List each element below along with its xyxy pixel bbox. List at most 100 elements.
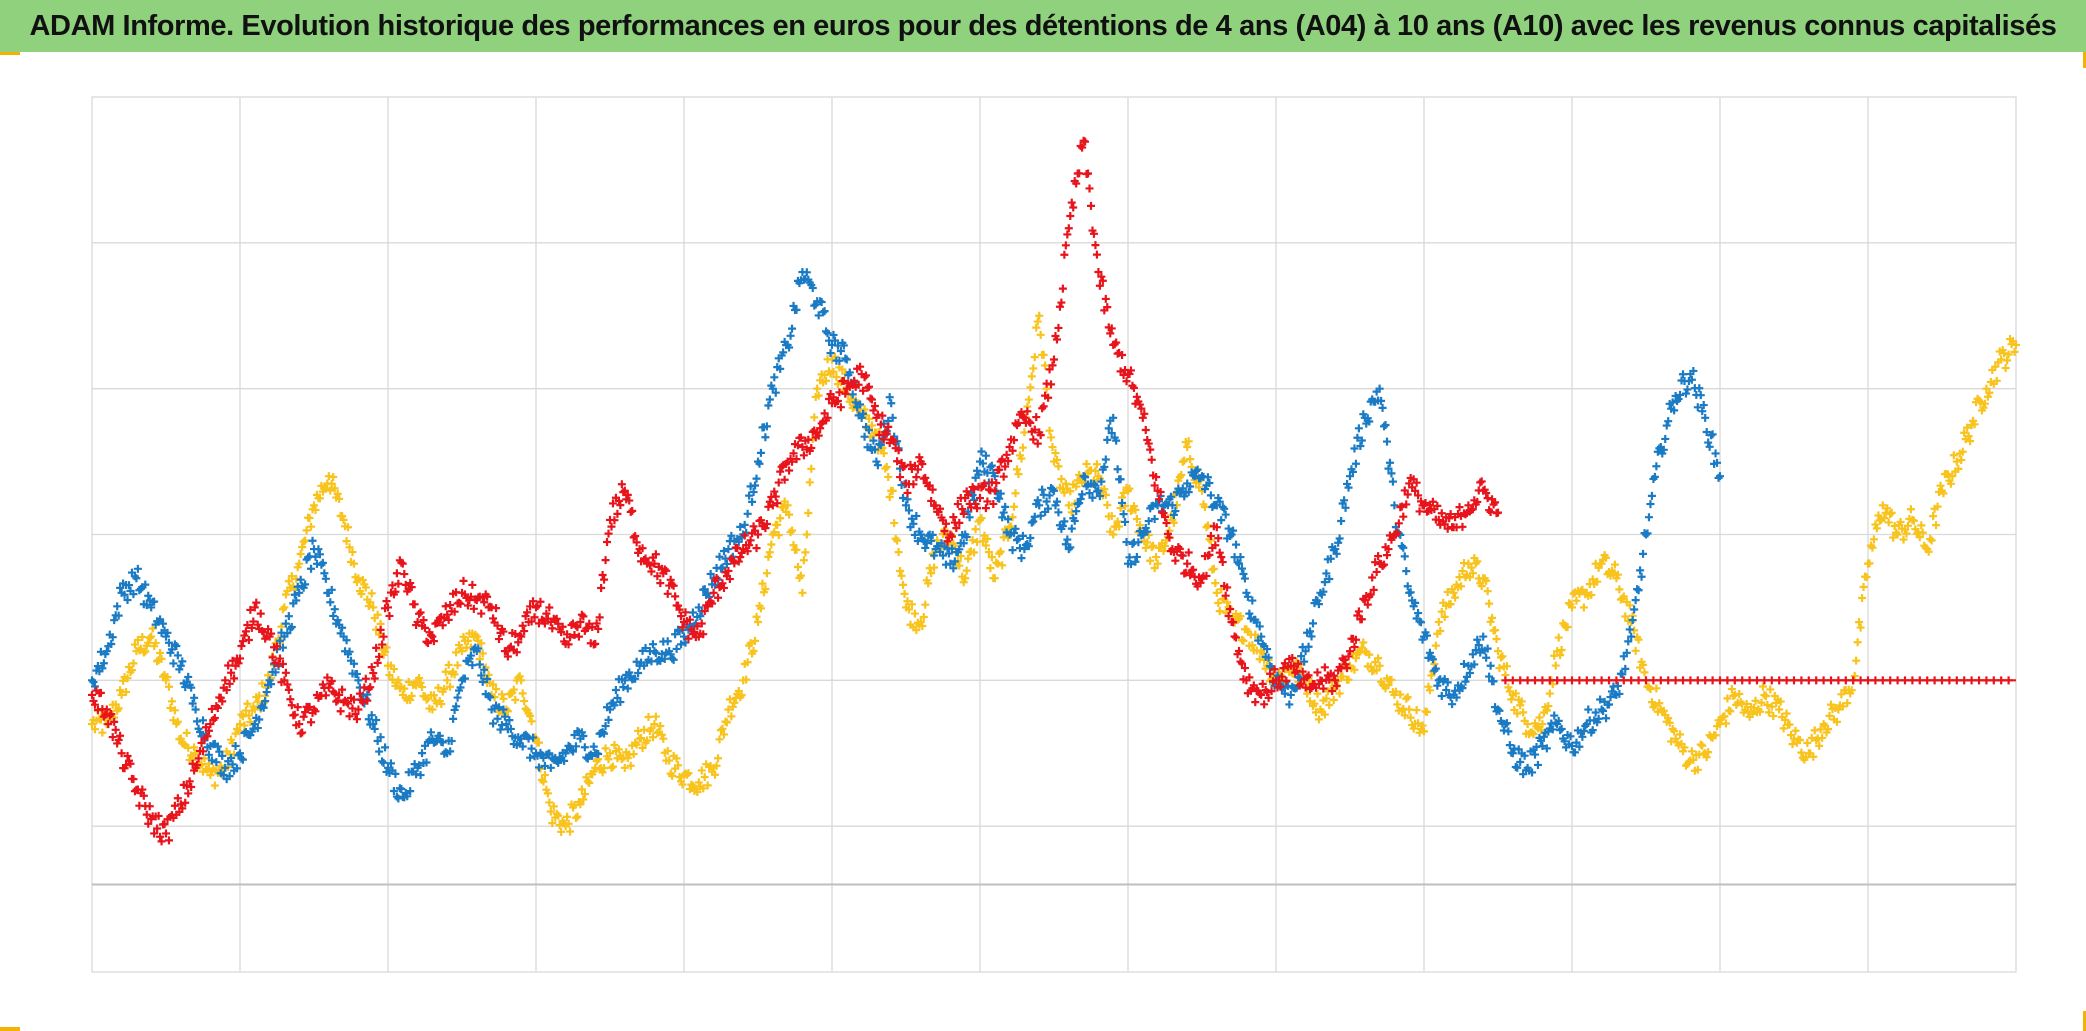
data-point: [472, 632, 481, 641]
data-point: [1901, 676, 1909, 685]
data-point: [1150, 564, 1159, 573]
data-point: [730, 698, 739, 707]
data-point: [718, 579, 727, 588]
data-point: [1679, 676, 1687, 685]
data-point: [900, 462, 909, 471]
data-point: [717, 564, 725, 573]
data-point: [253, 620, 262, 629]
data-point: [927, 569, 936, 578]
data-point: [619, 488, 628, 497]
data-point: [1112, 338, 1121, 347]
data-point: [804, 508, 813, 517]
data-point: [1223, 583, 1232, 592]
data-point: [1816, 725, 1825, 734]
data-point: [1363, 600, 1372, 609]
data-point: [369, 669, 378, 678]
data-point: [1576, 587, 1585, 596]
data-point: [167, 645, 176, 654]
data-point: [130, 640, 139, 649]
data-point: [1057, 475, 1066, 484]
data-point: [352, 715, 361, 724]
data-point: [1061, 241, 1070, 250]
data-point: [1277, 672, 1286, 681]
data-point: [1344, 483, 1353, 492]
data-point: [212, 758, 221, 767]
data-point: [459, 576, 468, 585]
data-point: [1579, 603, 1588, 612]
data-point: [890, 437, 899, 446]
data-point: [1131, 505, 1140, 514]
data-point: [207, 756, 216, 765]
data-point: [344, 523, 353, 532]
data-point: [1655, 699, 1664, 708]
data-point: [913, 465, 922, 474]
data-point: [1659, 445, 1668, 454]
data-point: [1372, 567, 1381, 576]
data-point: [1184, 488, 1193, 497]
data-point: [1893, 676, 1902, 685]
data-point: [460, 674, 469, 683]
data-point: [1862, 573, 1871, 582]
data-point: [736, 553, 745, 562]
data-point: [725, 695, 734, 704]
data-point: [358, 575, 367, 584]
data-point: [190, 743, 199, 752]
data-point: [1227, 530, 1236, 539]
data-point: [1819, 676, 1828, 685]
data-point: [1927, 536, 1936, 545]
data-point: [400, 684, 409, 693]
data-point: [848, 390, 857, 399]
data-point: [1461, 677, 1470, 686]
data-point: [1030, 353, 1039, 362]
data-point: [965, 513, 974, 522]
data-point: [1092, 460, 1101, 469]
data-point: [199, 747, 207, 756]
data-point: [715, 552, 724, 561]
data-point: [107, 710, 116, 719]
data-point: [1141, 425, 1150, 434]
data-point: [1679, 370, 1687, 379]
data-point: [1060, 250, 1069, 259]
data-point: [1631, 646, 1640, 655]
data-point: [1075, 499, 1084, 508]
data-point: [110, 717, 119, 726]
data-point: [458, 647, 466, 656]
data-point: [366, 598, 375, 607]
data-point: [1131, 557, 1140, 566]
data-point: [1652, 462, 1661, 471]
data-point: [1967, 676, 1976, 685]
data-point: [1186, 571, 1195, 580]
data-point: [495, 703, 503, 712]
data-point: [1229, 618, 1238, 627]
data-point: [503, 707, 512, 716]
data-point: [1014, 418, 1023, 427]
data-point: [1313, 689, 1322, 698]
data-point: [1878, 676, 1887, 685]
data-point: [1958, 447, 1967, 456]
corner-accent-bottom-left: [0, 1027, 20, 1031]
data-point: [1011, 489, 1020, 498]
data-point: [1169, 510, 1178, 519]
data-point: [1681, 389, 1690, 398]
data-point: [693, 622, 702, 631]
data-point: [1314, 600, 1323, 609]
data-point: [497, 690, 506, 699]
data-point: [577, 610, 586, 619]
data-point: [836, 346, 845, 355]
data-point: [1711, 731, 1720, 740]
data-point: [950, 557, 959, 566]
data-point: [557, 827, 566, 836]
data-point: [977, 514, 986, 523]
data-point: [421, 623, 429, 632]
data-point: [1341, 503, 1350, 512]
data-point: [663, 637, 672, 646]
data-point: [233, 764, 242, 773]
data-point: [327, 585, 336, 594]
data-point: [752, 474, 761, 483]
data-point: [742, 675, 751, 684]
data-point: [378, 640, 387, 649]
data-point: [1387, 675, 1396, 684]
data-point: [236, 654, 244, 663]
data-point: [862, 371, 871, 380]
data-point: [321, 484, 330, 493]
